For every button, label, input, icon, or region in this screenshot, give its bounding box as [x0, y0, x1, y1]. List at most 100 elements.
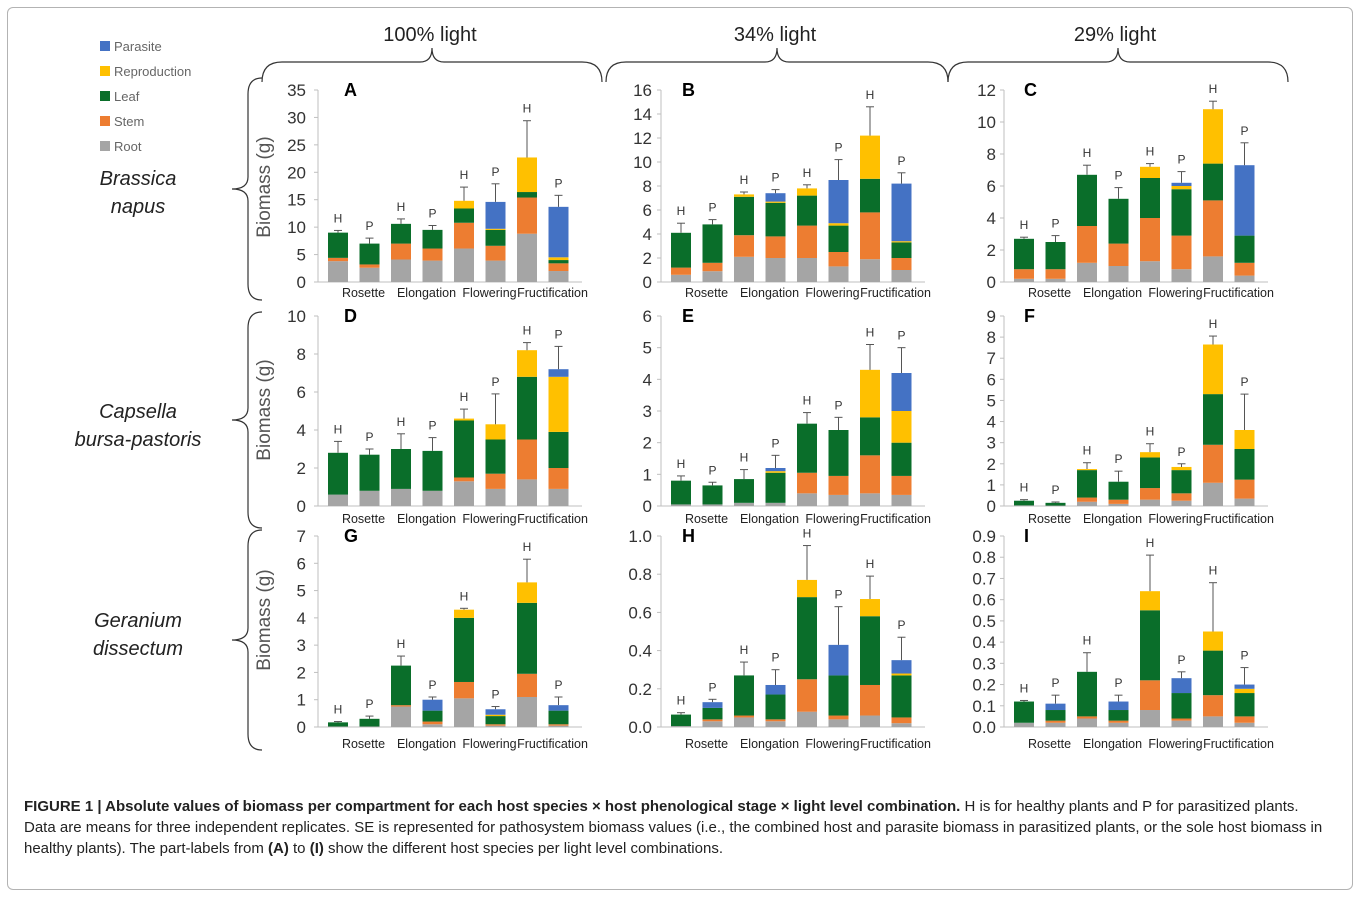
bar-segment-root: [765, 721, 786, 727]
bar-segment-root: [391, 706, 411, 727]
bar-segment-root: [1171, 500, 1192, 506]
bar-segment-stem: [359, 264, 380, 268]
bar-segment-stem: [454, 681, 474, 699]
column-brace-2: [605, 47, 949, 83]
bar-segment-repro: [1203, 109, 1223, 164]
x-category-label: Elongation: [740, 286, 799, 300]
bar-segment-leaf: [797, 597, 817, 680]
row-brace-1: [231, 77, 263, 301]
x-category-label: Rosette: [1028, 512, 1071, 526]
bar-segment-leaf: [860, 616, 880, 685]
bar-segment-root: [734, 717, 754, 727]
bar-segment-leaf: [391, 449, 411, 489]
y-tick-label: 5: [297, 582, 306, 601]
bar-label: P: [897, 618, 905, 632]
bar-segment-root: [328, 726, 348, 727]
bar-label: H: [523, 324, 532, 338]
y-tick-label: 0.2: [972, 676, 996, 695]
y-tick-label: 10: [977, 113, 996, 132]
bar-label: H: [1083, 444, 1092, 458]
bar-segment-leaf: [828, 430, 849, 476]
bar-segment-leaf: [702, 485, 723, 505]
bar-segment-stem: [1108, 499, 1129, 504]
bar-segment-leaf: [1140, 610, 1160, 681]
bar-segment-leaf: [485, 229, 506, 246]
bar-label: P: [1051, 483, 1059, 497]
chart-panel-g: 0 1 2 3 4 5 6 7 Biomass (g) G Rosette Elongation Flo…: [254, 526, 588, 751]
bar-segment-repro: [485, 228, 506, 230]
bar-segment-leaf: [1203, 163, 1223, 201]
y-tick-label: 0: [643, 497, 652, 516]
bar-segment-stem: [454, 477, 474, 482]
bar-segment-parasite: [1171, 182, 1192, 186]
bar-segment-leaf: [891, 675, 912, 718]
bar-segment-root: [1203, 716, 1223, 727]
bar-segment-stem: [485, 473, 506, 489]
bar-segment-root: [1171, 720, 1192, 727]
bar-segment-repro: [485, 424, 506, 440]
bar-segment-leaf: [454, 617, 474, 682]
y-tick-label: 7: [987, 349, 996, 368]
bar-label: P: [365, 219, 373, 233]
chart-panel-i: 0.0 0.1 0.2 0.3 0.4 0.5 0.6 0.7 0.8 0.9 I Rosette El…: [972, 526, 1274, 751]
bar-label: H: [334, 211, 343, 225]
bar-segment-stem: [548, 724, 569, 726]
bar-segment-leaf: [1171, 189, 1192, 236]
bar-segment-root: [1014, 722, 1034, 727]
bar-label: P: [834, 588, 842, 602]
bar-segment-leaf: [1014, 500, 1034, 506]
bar-segment-repro: [734, 194, 754, 197]
x-category-label: Fructification: [517, 286, 588, 300]
bar-segment-repro: [1203, 344, 1223, 395]
bar-label: P: [428, 419, 436, 433]
panel-letter: I: [1024, 526, 1029, 546]
y-tick-label: 0.4: [628, 642, 652, 661]
column-title-3: 29% light: [1074, 24, 1157, 46]
bar-segment-root: [485, 488, 506, 506]
bar-label: P: [1114, 452, 1122, 466]
bar-segment-stem: [1077, 497, 1097, 502]
bar-segment-stem: [1014, 269, 1034, 279]
bar-segment-stem: [1203, 695, 1223, 717]
bar-segment-leaf: [1234, 235, 1255, 263]
bar-segment-repro: [548, 376, 569, 432]
bar-label: P: [365, 697, 373, 711]
bar-label: P: [834, 398, 842, 412]
x-category-label: Flowering: [1148, 286, 1202, 300]
bar-segment-root: [1234, 722, 1255, 727]
panel-letter: D: [344, 306, 357, 326]
bar-label: P: [554, 678, 562, 692]
y-tick-label: 0.2: [628, 680, 652, 699]
bar-segment-root: [1077, 501, 1097, 506]
bar-segment-parasite: [548, 705, 569, 711]
bar-segment-parasite: [422, 699, 443, 711]
bar-segment-stem: [1108, 720, 1129, 723]
bar-segment-repro: [765, 201, 786, 203]
bar-label: H: [334, 422, 343, 436]
bar-label: P: [1177, 153, 1185, 167]
x-category-label: Elongation: [740, 512, 799, 526]
bar-segment-stem: [828, 252, 849, 267]
bar-segment-leaf: [828, 675, 849, 716]
bar-segment-root: [828, 719, 849, 727]
caption-text-1: H is for healthy plants and P for parasi…: [24, 798, 1323, 857]
bar-segment-stem: [1077, 716, 1097, 719]
bar-segment-stem: [828, 715, 849, 720]
bar-segment-parasite: [485, 709, 506, 715]
bar-segment-root: [702, 271, 723, 282]
bar-segment-root: [391, 488, 411, 506]
bar-segment-root: [517, 696, 537, 727]
bar-segment-stem: [517, 673, 537, 697]
bar-segment-leaf: [1171, 693, 1192, 719]
bar-label: P: [771, 171, 779, 185]
bar-segment-root: [548, 271, 569, 282]
bar-segment-repro: [860, 135, 880, 179]
bar-segment-leaf: [1203, 394, 1223, 445]
chart-panel-e: 0 1 2 3 4 5 6 E Rosette Elongation Flowering Fructi…: [643, 306, 931, 526]
y-tick-label: 4: [643, 370, 652, 389]
row-label-3-line-2: dissectum: [93, 638, 183, 660]
bar-segment-parasite: [548, 206, 569, 258]
bar-segment-root: [1203, 256, 1223, 282]
bar-segment-leaf: [734, 479, 754, 503]
bar-segment-root: [702, 504, 723, 506]
